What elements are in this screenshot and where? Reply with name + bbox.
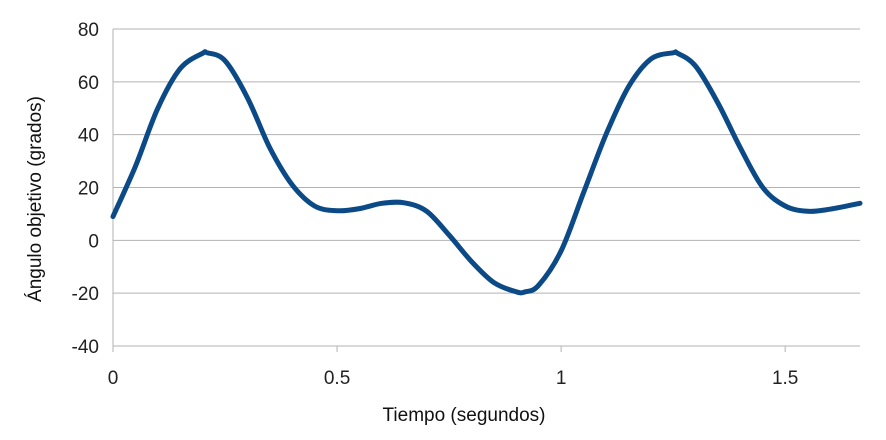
y-tick-label: 60: [78, 73, 99, 94]
series-line: [110, 49, 863, 296]
x-tick-label: 0: [108, 368, 119, 389]
axes: [112, 29, 786, 352]
y-tick-label: 40: [78, 126, 99, 147]
x-tick-label: 1: [556, 368, 567, 389]
tick-labels: 80 60 40 20 0 -20 -40 0 0.5 1 1.5: [72, 20, 799, 389]
y-tick-label: 20: [78, 179, 99, 200]
y-axis-title: Ángulo objetivo (grados): [25, 96, 46, 302]
x-tick-label: 0.5: [324, 368, 350, 389]
x-axis-title: Tiempo (segundos): [383, 405, 546, 426]
y-tick-label: 0: [88, 231, 99, 252]
y-tick-label: 80: [78, 20, 99, 41]
y-tick-label: -20: [72, 284, 99, 305]
y-tick-label: -40: [72, 337, 99, 358]
gridlines: [113, 28, 860, 347]
x-tick-label: 1.5: [772, 368, 798, 389]
series-layer: [110, 49, 863, 296]
